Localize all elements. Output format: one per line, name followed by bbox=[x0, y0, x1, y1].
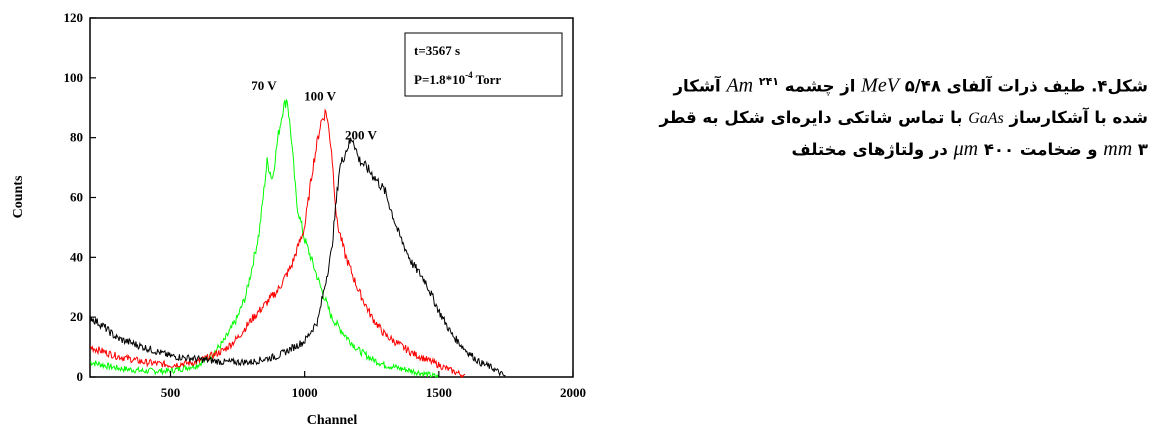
series-label-1: 100 V bbox=[304, 89, 337, 104]
y-tick-label-100: 100 bbox=[64, 70, 84, 85]
caption-from-source: از چشمه bbox=[779, 76, 862, 96]
caption-line3-end: در ولتاژهای مختلف bbox=[791, 139, 954, 159]
caption-label: شکل۴. طیف ذرات آلفای bbox=[940, 76, 1148, 96]
caption-isotope: Am bbox=[726, 74, 754, 97]
x-tick-label-1000: 1000 bbox=[292, 385, 318, 400]
axes: 500 1000 1500 2000 0 20 40 60 80 100 120 bbox=[64, 10, 587, 400]
y-tick-label-0: 0 bbox=[77, 369, 84, 384]
caption-line2-start: شده با آشکارساز bbox=[1003, 107, 1148, 127]
y-tick-label-20: 20 bbox=[70, 309, 83, 324]
x-axis-title: Channel bbox=[307, 413, 358, 428]
y-tick-label-60: 60 bbox=[70, 190, 83, 205]
caption-diameter: ۳ bbox=[1137, 139, 1148, 159]
series-label-0: 70 V bbox=[251, 78, 277, 93]
series-line-1 bbox=[89, 108, 466, 379]
info-box-frame bbox=[404, 32, 563, 97]
series-line-2 bbox=[89, 136, 506, 377]
caption-line-3: mm ۳ و ضخامت μm ۴۰۰ در ولتاژهای مختلف bbox=[520, 134, 1148, 165]
spectrum-chart: 70 V 100 V 200 V 500 1000 1500 2000 0 20 40 60 80 1… bbox=[11, 10, 587, 428]
info-time: t=3567 s bbox=[414, 43, 460, 58]
caption-line-1: شکل۴. طیف ذرات آلفای MeV ۵/۴۸ از چشمه Am… bbox=[520, 66, 1148, 102]
x-tick-label-500: 500 bbox=[161, 385, 181, 400]
info-pressure: P=1.8*10-4 Torr bbox=[414, 70, 501, 87]
caption-diameter-unit: mm bbox=[1103, 137, 1133, 160]
caption-material: GaAs bbox=[968, 109, 1004, 127]
series-line-0 bbox=[89, 98, 440, 379]
info-box: t=3567 s P=1.8*10-4 Torr bbox=[404, 32, 563, 97]
caption-line-2: شده با آشکارساز GaAs با تماس شاتکی دایره… bbox=[520, 102, 1148, 134]
x-tick-label-1500: 1500 bbox=[426, 385, 452, 400]
y-axis-title: Counts bbox=[11, 175, 26, 218]
caption-isotope-mass: ۲۴۱ bbox=[758, 75, 780, 88]
y-tick-label-120: 120 bbox=[64, 10, 84, 25]
x-tick-label-2000: 2000 bbox=[560, 385, 586, 400]
figure-caption: شکل۴. طیف ذرات آلفای MeV ۵/۴۸ از چشمه Am… bbox=[520, 66, 1148, 165]
series-label-2: 200 V bbox=[345, 128, 378, 143]
series-curves: 70 V 100 V 200 V bbox=[89, 78, 506, 379]
y-tick-label-80: 80 bbox=[70, 130, 83, 145]
caption-thickness-unit: μm bbox=[953, 137, 979, 160]
caption-thickness-text: و ضخامت bbox=[1014, 139, 1104, 159]
caption-line2-end: با تماس شاتکی دایره‌ای شکل به قطر bbox=[659, 107, 963, 127]
y-tick-label-40: 40 bbox=[70, 249, 83, 264]
caption-line1-end: آشکار bbox=[673, 76, 727, 96]
caption-energy-unit: MeV bbox=[861, 74, 899, 97]
caption-energy: ۵/۴۸ bbox=[904, 76, 941, 96]
caption-thickness: ۴۰۰ bbox=[983, 139, 1015, 159]
